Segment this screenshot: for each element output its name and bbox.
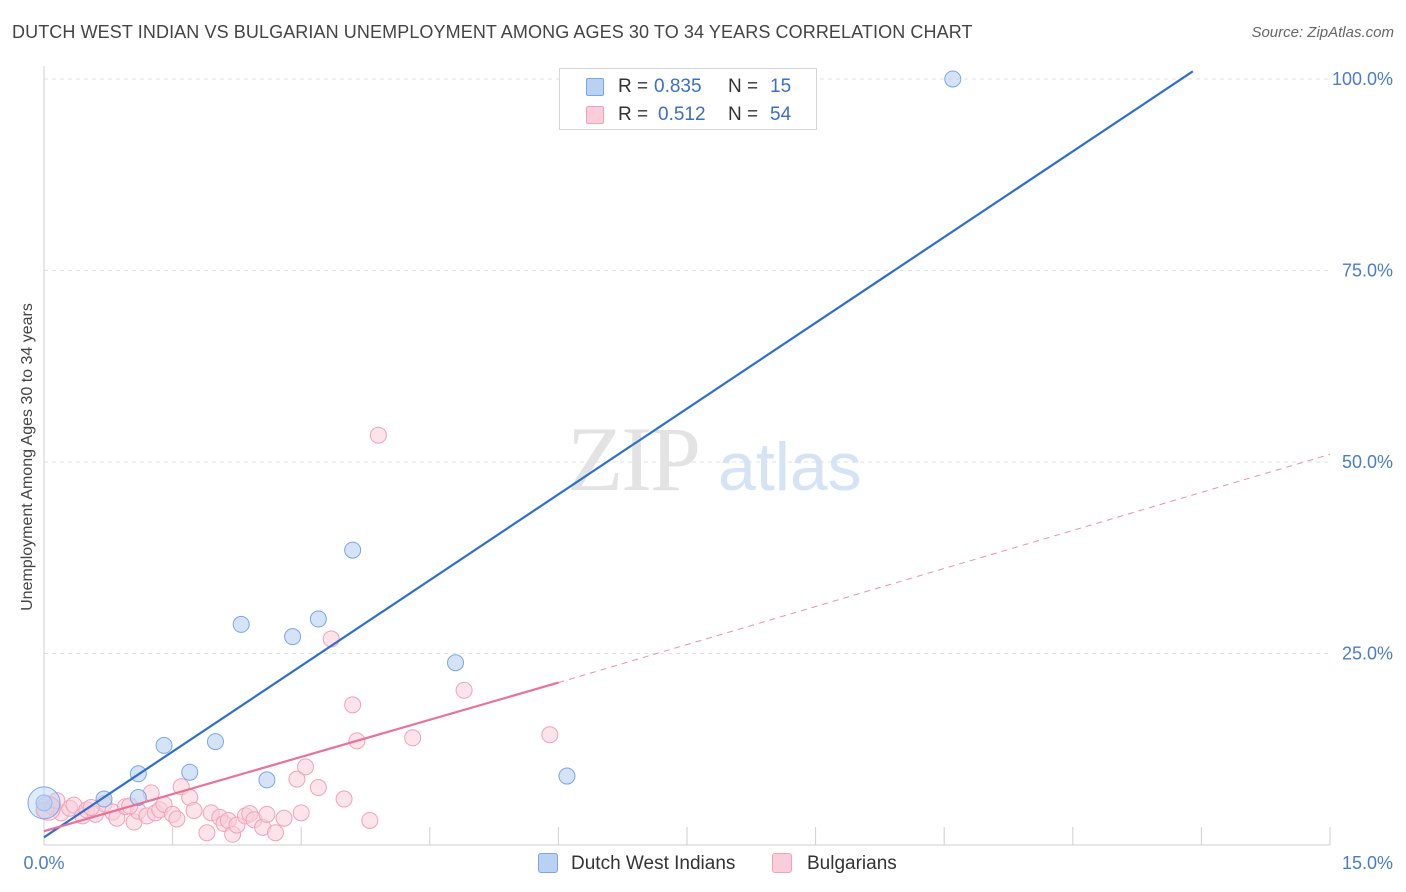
dutch-west-indians-point [35,794,53,812]
dutch-west-indians-point [232,615,250,633]
bulgarians-point [266,824,284,842]
bulgarians-point [404,729,422,747]
dutch-west-indians-point [344,541,362,559]
bulgarians-point [288,770,306,788]
y-tick-label: 100.0% [1332,69,1393,89]
dutch-west-indians-cluster-point [27,786,61,820]
bulgarians-point [275,809,293,827]
x-tick-label: 15.0% [1342,853,1393,873]
bulgarians-point [369,426,387,444]
bulgarians-point [185,802,203,820]
legend-row-dutch-west-indians: R = 0.835 N = 15 [560,73,816,101]
legend-n-label: N = [728,104,759,125]
watermark-zip: ZIP [567,408,699,510]
watermark: ZIP atlas [567,408,862,510]
bottom-legend-label: Bulgarians [807,853,897,874]
dutch-west-indians-point [206,733,224,751]
dutch-west-indians-point [558,767,576,785]
dutch-west-indians-point [181,763,199,781]
y-tick-label: 75.0% [1342,261,1393,281]
dutch-west-indians-point [155,736,173,754]
dutch-west-indians-points [27,70,962,820]
bulgarians-point [296,758,314,776]
bottom-legend-swatch-pink [772,853,792,873]
legend-r-value: 0.512 [658,104,706,125]
grid-lines [44,78,1330,654]
bulgarians-trend-extension [558,453,1331,684]
legend-r-value: 0.835 [654,76,702,97]
bulgarians-point [258,805,276,823]
bulgarians-point [455,681,473,699]
bulgarians-trend-line [43,681,559,833]
bulgarians-point [198,824,216,842]
dutch-west-indians-point [284,628,302,646]
bulgarians-point [309,779,327,797]
legend-r-label: R = [618,76,649,97]
bulgarians-point [541,726,559,744]
dutch-west-indians-point [309,610,327,628]
dutch-west-indians-point [944,70,962,88]
bulgarians-point [344,696,362,714]
bulgarians-point [361,811,379,829]
watermark-atlas: atlas [718,429,862,505]
legend-n-value: 15 [770,76,792,97]
bottom-legend-label: Dutch West Indians [571,853,736,874]
correlation-legend: R = 0.835 N = 15 R = 0.512 N = 54 [559,68,817,130]
tick-labels: 25.0% 50.0% 75.0% 100.0% 0.0% 15.0% [23,69,1393,873]
legend-n-value: 54 [770,104,792,125]
x-tick-label: 0.0% [23,853,64,873]
chart-source: Source: ZipAtlas.com [1251,24,1394,41]
chart-title: DUTCH WEST INDIAN VS BULGARIAN UNEMPLOYM… [12,22,973,42]
dutch-west-indians-point [129,789,147,807]
trend-lines [43,70,1331,839]
bulgarians-point [292,804,310,822]
legend-swatch-blue [586,78,604,96]
legend-row-bulgarians: R = 0.512 N = 54 [560,101,816,129]
y-tick-label: 25.0% [1342,644,1393,664]
bulgarians-point [168,810,186,828]
axes [43,66,1331,846]
bulgarians-point [335,790,353,808]
legend-n-label: N = [728,76,759,97]
dutch-west-indians-trend-line [43,70,1194,839]
y-tick-label: 50.0% [1342,452,1393,472]
legend-r-label: R = [618,104,649,125]
legend-swatch-pink [586,106,604,124]
dutch-west-indians-point [258,771,276,789]
dutch-west-indians-point [447,654,465,672]
bottom-legend-swatch-blue [538,853,558,873]
